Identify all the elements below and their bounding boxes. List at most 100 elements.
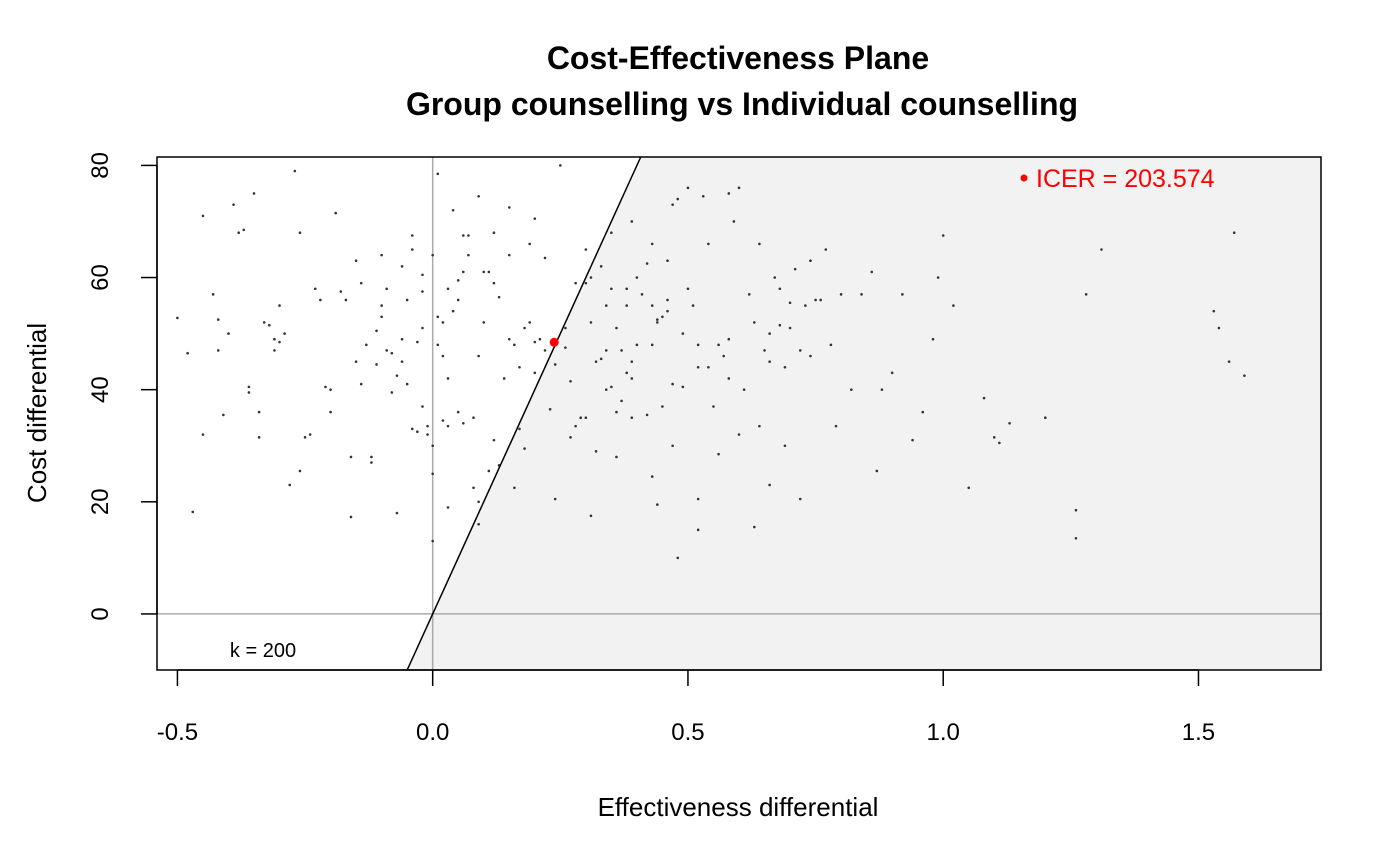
simulation-point <box>686 287 690 291</box>
simulation-point <box>507 206 511 209</box>
simulation-point <box>370 455 373 459</box>
simulation-point <box>712 405 715 408</box>
simulation-point <box>405 298 409 302</box>
simulation-point <box>901 293 904 296</box>
simulation-point <box>273 337 276 341</box>
simulation-point <box>492 231 496 234</box>
simulation-point <box>763 349 766 352</box>
chart-title: Cost-Effectiveness Plane <box>547 40 929 76</box>
simulation-point <box>696 343 700 347</box>
simulation-point <box>1227 360 1231 363</box>
x-tick-label: 0.0 <box>416 719 449 746</box>
simulation-point <box>436 315 440 319</box>
simulation-point <box>288 483 292 487</box>
simulation-point <box>370 461 373 464</box>
simulation-point <box>707 242 710 246</box>
simulation-point <box>334 211 337 215</box>
icer-legend-label: ICER = 203.574 <box>1036 165 1215 193</box>
simulation-point <box>681 385 685 389</box>
simulation-point <box>589 321 593 324</box>
simulation-point <box>293 169 297 173</box>
wtp-label: k = 200 <box>230 640 296 662</box>
simulation-point <box>533 217 537 220</box>
simulation-point <box>222 413 225 417</box>
simulation-point <box>890 371 894 375</box>
simulation-point <box>533 340 537 344</box>
y-axis-title: Cost differential <box>22 323 52 503</box>
simulation-point <box>533 371 537 375</box>
simulation-point <box>589 514 593 518</box>
simulation-point <box>528 242 531 246</box>
simulation-point <box>798 497 802 501</box>
simulation-point <box>732 220 736 223</box>
simulation-point <box>635 276 639 279</box>
simulation-point <box>824 248 828 251</box>
simulation-point <box>528 321 531 324</box>
simulation-point <box>477 354 480 358</box>
simulation-point <box>584 281 588 285</box>
y-tick-label: 40 <box>87 376 114 403</box>
simulation-point <box>502 377 506 380</box>
simulation-point <box>793 267 797 271</box>
simulation-point <box>462 270 465 274</box>
simulation-point <box>676 197 680 201</box>
simulation-point <box>523 326 526 330</box>
simulation-point <box>656 321 659 324</box>
simulation-point <box>778 323 782 327</box>
simulation-point <box>656 503 659 506</box>
simulation-point <box>477 522 480 526</box>
simulation-point <box>349 455 353 459</box>
simulation-point <box>773 276 777 279</box>
simulation-point <box>247 385 251 389</box>
simulation-point <box>584 416 588 420</box>
simulation-point <box>696 365 700 369</box>
simulation-point <box>1243 374 1246 377</box>
simulation-point <box>431 253 434 257</box>
simulation-point <box>349 515 353 519</box>
x-axis-title: Effectiveness differential <box>598 792 879 822</box>
simulation-point <box>518 427 521 431</box>
simulation-point <box>650 242 654 246</box>
simulation-point <box>400 337 404 341</box>
icer-point <box>549 337 559 347</box>
simulation-point <box>308 433 312 436</box>
simulation-point <box>671 382 674 386</box>
simulation-point <box>569 379 572 383</box>
simulation-point <box>676 556 680 560</box>
simulation-point <box>661 405 664 408</box>
simulation-point <box>344 298 348 302</box>
simulation-point <box>681 332 685 335</box>
simulation-point <box>834 424 838 428</box>
simulation-point <box>594 360 598 363</box>
simulation-point <box>620 349 623 352</box>
simulation-point <box>339 290 343 293</box>
simulation-point <box>421 290 424 293</box>
simulation-point <box>237 231 240 234</box>
simulation-point <box>426 424 429 428</box>
simulation-point <box>410 248 414 251</box>
simulation-point <box>635 343 639 347</box>
simulation-point <box>819 298 822 302</box>
simulation-point <box>492 281 496 285</box>
simulation-point <box>324 385 327 389</box>
simulation-point <box>446 287 450 291</box>
simulation-point <box>538 337 542 341</box>
simulation-point <box>467 253 470 257</box>
simulation-point <box>661 315 664 319</box>
simulation-point <box>666 309 669 313</box>
simulation-point <box>446 424 450 428</box>
simulation-point <box>645 413 649 417</box>
x-tick-label: 1.0 <box>927 719 960 746</box>
simulation-point <box>569 436 572 439</box>
simulation-point <box>610 287 613 291</box>
simulation-point <box>462 422 465 425</box>
simulation-point <box>441 321 445 324</box>
simulation-point <box>604 349 608 352</box>
simulation-point <box>1232 231 1236 234</box>
simulation-point <box>416 430 419 434</box>
simulation-point <box>456 279 460 282</box>
simulation-point <box>671 444 674 448</box>
simulation-point <box>303 436 307 439</box>
simulation-point <box>758 424 761 428</box>
simulation-point <box>941 234 945 237</box>
